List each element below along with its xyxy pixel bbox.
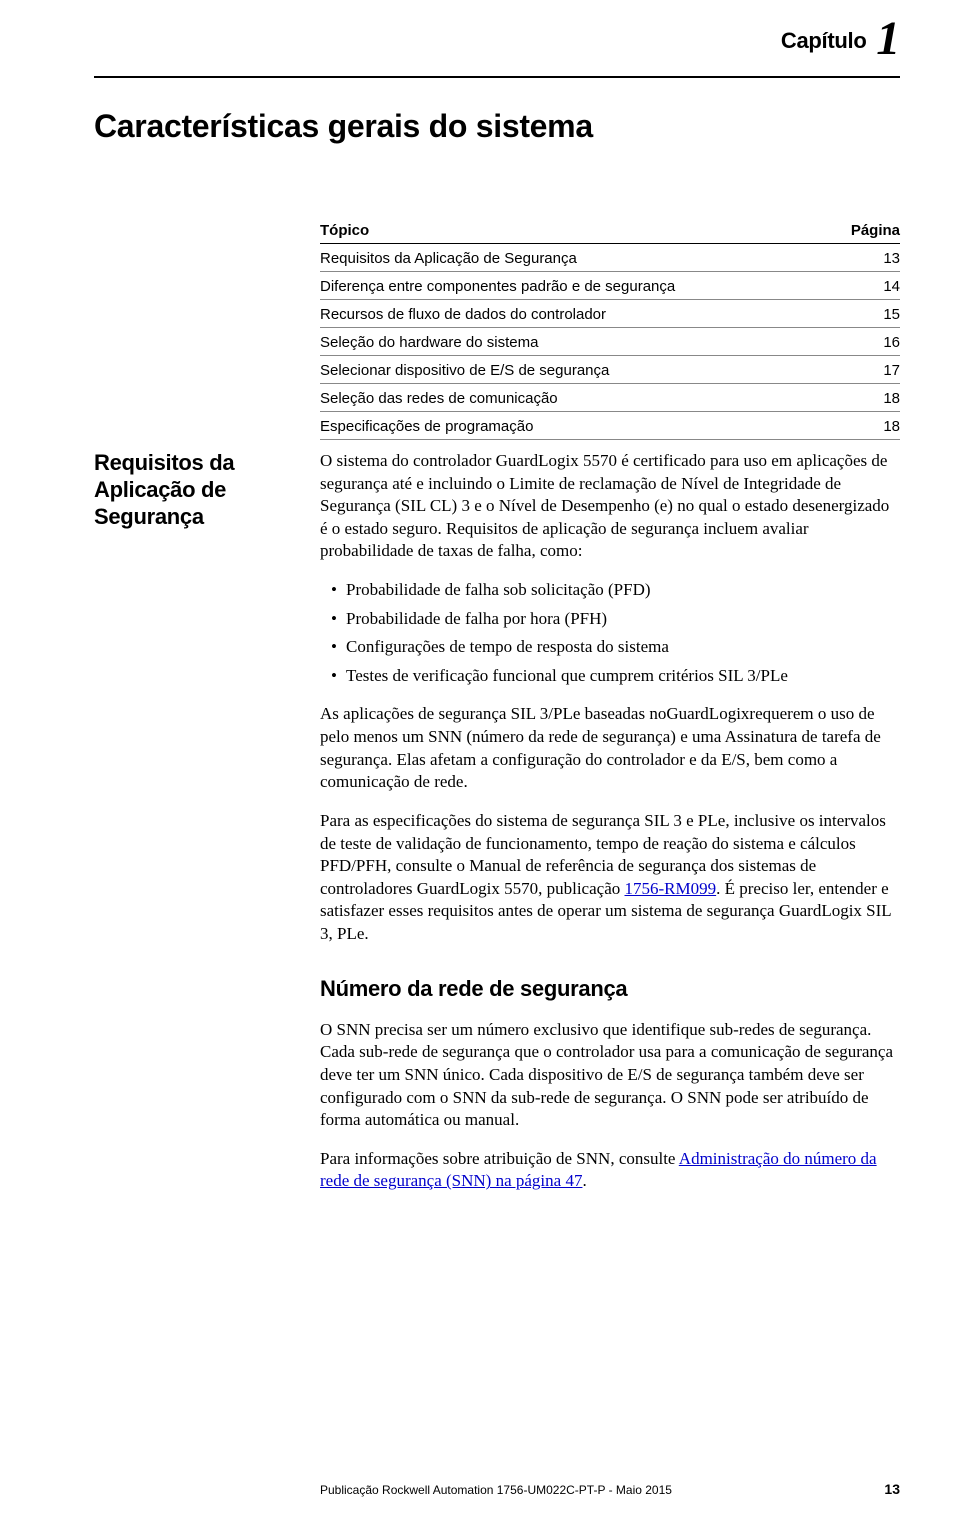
body-column: O sistema do controlador GuardLogix 5570…	[320, 450, 900, 1209]
toc-topic: Especificações de programação	[320, 418, 533, 435]
toc-topic: Requisitos da Aplicação de Segurança	[320, 250, 577, 267]
toc-row: Recursos de fluxo de dados do controlado…	[320, 300, 900, 328]
list-item: Testes de verificação funcional que cump…	[346, 665, 900, 688]
footer-publication: Publicação Rockwell Automation 1756-UM02…	[320, 1483, 672, 1497]
chapter-word: Capítulo	[781, 28, 867, 53]
subheading: Número da rede de segurança	[320, 974, 900, 1003]
chapter-number: 1	[876, 12, 900, 65]
toc-table: Tópico Página Requisitos da Aplicação de…	[320, 222, 900, 440]
page: Capítulo 1 Características gerais do sis…	[0, 0, 960, 1523]
toc-topic: Seleção do hardware do sistema	[320, 334, 538, 351]
list-item: Probabilidade de falha sob solicitação (…	[346, 579, 900, 602]
toc-topic: Selecionar dispositivo de E/S de seguran…	[320, 362, 609, 379]
toc-topic: Seleção das redes de comunicação	[320, 390, 558, 407]
section-side-title: Requisitos da Aplicação de Segurança	[94, 450, 300, 530]
toc-row: Selecionar dispositivo de E/S de seguran…	[320, 356, 900, 384]
toc-header-row: Tópico Página	[320, 222, 900, 244]
toc-page: 18	[883, 418, 900, 435]
body-paragraph: O sistema do controlador GuardLogix 5570…	[320, 450, 900, 563]
body-paragraph: Para informações sobre atribuição de SNN…	[320, 1148, 900, 1193]
toc-topic: Recursos de fluxo de dados do controlado…	[320, 306, 606, 323]
body-bullet-list: Probabilidade de falha sob solicitação (…	[320, 579, 900, 687]
text-run: .	[582, 1171, 586, 1190]
toc-topic: Diferença entre componentes padrão e de …	[320, 278, 675, 295]
toc-page: 16	[883, 334, 900, 351]
body-paragraph: Para as especificações do sistema de seg…	[320, 810, 900, 946]
body-paragraph: O SNN precisa ser um número exclusivo qu…	[320, 1019, 900, 1132]
body-paragraph: As aplicações de segurança SIL 3/PLe bas…	[320, 703, 900, 793]
page-title: Características gerais do sistema	[94, 108, 593, 145]
toc-page: 17	[883, 362, 900, 379]
toc-header-page: Página	[851, 222, 900, 239]
toc-row: Seleção do hardware do sistema 16	[320, 328, 900, 356]
chapter-rule	[94, 76, 900, 78]
toc-page: 15	[883, 306, 900, 323]
toc-header-topic: Tópico	[320, 222, 369, 239]
list-item: Probabilidade de falha por hora (PFH)	[346, 608, 900, 631]
toc-page: 13	[883, 250, 900, 267]
footer-page-number: 13	[884, 1481, 900, 1497]
text-run: Para informações sobre atribuição de SNN…	[320, 1149, 679, 1168]
toc-row: Seleção das redes de comunicação 18	[320, 384, 900, 412]
toc-page: 18	[883, 390, 900, 407]
chapter-label: Capítulo 1	[781, 28, 900, 54]
list-item: Configurações de tempo de resposta do si…	[346, 636, 900, 659]
publication-link[interactable]: 1756-RM099	[625, 879, 717, 898]
toc-row: Diferença entre componentes padrão e de …	[320, 272, 900, 300]
toc-row: Requisitos da Aplicação de Segurança 13	[320, 244, 900, 272]
toc-page: 14	[883, 278, 900, 295]
toc-row: Especificações de programação 18	[320, 412, 900, 440]
